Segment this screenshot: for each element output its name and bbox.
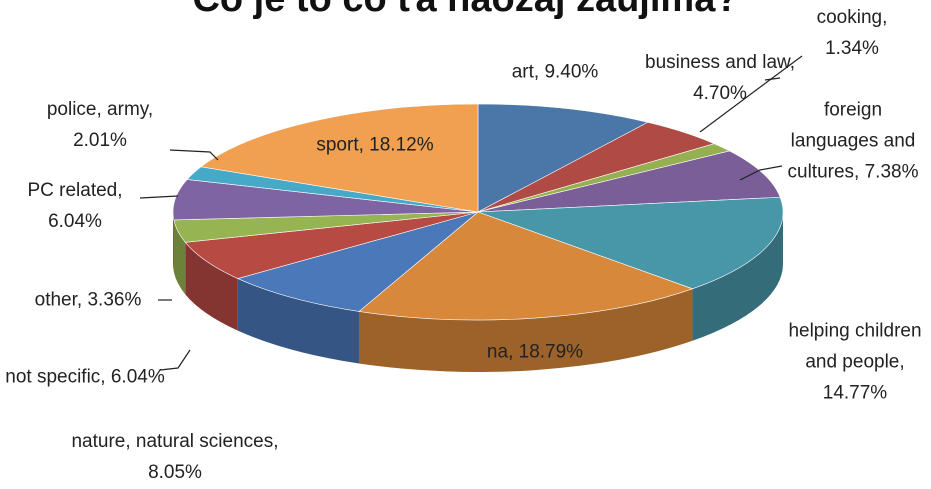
slice <box>236 211 479 312</box>
slice-side <box>692 212 784 341</box>
slice-label: foreign languages and cultures, 7.38% <box>787 99 919 183</box>
slice <box>477 196 784 290</box>
leader-line <box>739 165 783 181</box>
value-label: 9.40% <box>544 61 599 83</box>
category-label: PC related <box>27 180 118 201</box>
slice-label: art, 9.40% <box>511 61 599 83</box>
category-label: police, army <box>46 99 148 120</box>
value-label: 6.04% <box>48 211 102 232</box>
slice-label: nature, natural sciences, 8.05% <box>71 431 279 483</box>
slice-label: helping children and people, 14.77% <box>788 320 922 404</box>
slice <box>477 150 781 213</box>
category-label: na <box>486 341 509 363</box>
category-label: other <box>34 289 77 311</box>
category-label: business and law <box>645 52 790 73</box>
slice-label: not specific, 6.04% <box>5 366 165 388</box>
value-label: 1.34% <box>825 38 879 59</box>
value-label: 18.79% <box>518 341 584 363</box>
slice-label: cooking, 1.34% <box>816 7 888 59</box>
value-label: 14.77% <box>822 382 888 404</box>
category-label: not specific <box>5 366 101 388</box>
slice-label: business and law, 4.70% <box>645 52 795 104</box>
leader-lines <box>139 55 803 371</box>
slice-label: other, 3.36% <box>34 289 142 311</box>
category-label: nature, natural sciences <box>71 431 274 452</box>
slice-side <box>185 242 238 331</box>
value-label: 2.01% <box>73 130 127 151</box>
leader-line <box>764 77 781 81</box>
slice-side <box>173 212 174 272</box>
leader-line <box>139 195 179 199</box>
value-label: 7.38% <box>864 161 919 183</box>
value-label: 6.04% <box>110 366 165 388</box>
slice <box>200 103 479 213</box>
value-label: 3.36% <box>87 289 142 311</box>
slice <box>358 211 694 321</box>
chart-title: Čo je to čo ťa naozaj zaujíma? <box>0 0 931 21</box>
slice-label: PC related, 6.04% <box>27 180 123 232</box>
category-label: foreign languages and cultures <box>787 99 916 183</box>
leader-line <box>699 55 803 133</box>
category-label: cooking <box>816 7 883 28</box>
slice-label: sport, 18.12% <box>316 134 434 156</box>
pie-tops <box>172 103 784 321</box>
leader-line <box>159 349 191 371</box>
category-label: helping children and people <box>788 320 922 373</box>
category-label: sport <box>316 134 359 156</box>
slice <box>477 103 649 213</box>
leader-line <box>169 149 219 161</box>
value-label: 18.12% <box>369 134 434 156</box>
slice-label: na, 18.79% <box>486 341 584 363</box>
category-label: art <box>511 61 534 83</box>
slice-side <box>173 219 186 295</box>
slice-label: police, army, 2.01% <box>46 99 154 151</box>
value-label: 4.70% <box>693 83 747 104</box>
slice-side <box>237 278 359 364</box>
value-label: 8.05% <box>148 462 202 483</box>
